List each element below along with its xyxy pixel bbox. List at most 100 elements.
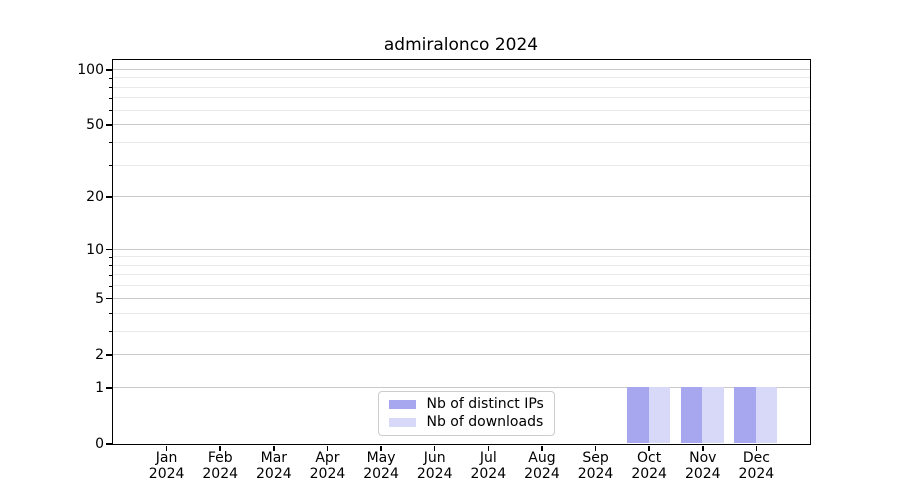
x-tick-mark (433, 445, 436, 451)
y-tick-mark (106, 354, 112, 356)
x-tick-label-year: 2024 (202, 465, 239, 482)
x-tick-label: Apr 2024 (309, 450, 346, 482)
y-minor-tick-mark (108, 142, 112, 144)
y-tick-mark (106, 387, 112, 389)
bar-distinct-ips-nov (680, 387, 703, 444)
x-tick-label: Jun 2024 (416, 450, 453, 482)
x-tick-label: Oct 2024 (631, 450, 667, 482)
y-minor-tick-mark (108, 87, 112, 89)
x-tick-label: Aug 2024 (524, 450, 560, 482)
x-tick-mark (648, 445, 650, 451)
x-tick-label-month: Aug (528, 450, 556, 466)
y-gridline-minor (112, 97, 810, 99)
x-tick-label-month: May (366, 450, 396, 466)
legend: Nb of distinct IPs Nb of downloads (377, 390, 555, 436)
y-minor-tick-mark (108, 165, 112, 167)
x-tick-label-year: 2024 (309, 465, 346, 482)
x-tick-mark (702, 445, 704, 451)
y-gridline-minor (112, 274, 810, 276)
y-minor-tick-mark (108, 97, 112, 99)
x-tick-label: Sep 2024 (577, 450, 614, 482)
y-tick-mark (106, 69, 112, 71)
x-tick-label-year: 2024 (738, 465, 775, 482)
x-tick-label: May 2024 (363, 450, 399, 482)
x-tick-mark (273, 445, 275, 451)
y-gridline-minor (112, 86, 810, 88)
x-tick-mark (541, 445, 543, 451)
y-minor-tick-mark (108, 110, 112, 112)
y-tick-label: 50 (86, 117, 104, 134)
y-tick-label: 100 (77, 61, 104, 78)
y-tick-mark (106, 443, 112, 445)
y-gridline-major (112, 353, 810, 355)
y-minor-tick-mark (108, 313, 112, 314)
x-tick-label-month: Jan (155, 450, 178, 466)
bar-distinct-ips-dec (734, 387, 756, 444)
x-tick-mark (219, 445, 221, 451)
y-gridline-major (112, 124, 810, 126)
x-tick-label: Jan 2024 (148, 450, 185, 482)
bar-downloads-nov (702, 387, 724, 444)
x-tick-label-year: 2024 (256, 465, 292, 482)
x-tick-label: Dec 2024 (738, 450, 775, 482)
legend-item-downloads: Nb of downloads (388, 414, 544, 431)
legend-swatch-distinct-ips (388, 399, 416, 409)
chart-title: admiralonco 2024 (383, 35, 539, 55)
y-minor-tick-mark (108, 274, 112, 276)
x-tick-mark (326, 445, 329, 451)
plot-area: Nb of distinct IPs Nb of downloads (111, 58, 811, 445)
x-tick-label-year: 2024 (684, 465, 721, 482)
y-gridline-minor (112, 312, 810, 314)
y-tick-mark (106, 297, 112, 300)
y-gridline-minor (112, 164, 810, 166)
legend-swatch-downloads (388, 417, 416, 427)
y-tick-label: 20 (86, 189, 104, 206)
x-tick-mark (380, 445, 382, 451)
y-gridline-minor (112, 330, 810, 332)
x-tick-mark (165, 445, 168, 451)
x-tick-label-month: Mar (260, 450, 288, 466)
x-tick-mark (755, 445, 758, 451)
x-tick-label-year: 2024 (577, 465, 614, 482)
y-minor-tick-mark (108, 285, 112, 287)
y-minor-tick-mark (108, 256, 112, 258)
y-gridline-major (112, 248, 810, 250)
x-tick-label-month: Dec (742, 450, 770, 466)
y-tick-label: 0 (95, 436, 104, 452)
x-tick-label: Nov 2024 (684, 450, 721, 482)
x-tick-label-year: 2024 (416, 465, 453, 482)
x-tick-mark (594, 445, 597, 451)
x-tick-label-month: Feb (207, 450, 233, 466)
y-tick-mark (106, 248, 112, 251)
x-tick-mark (487, 445, 490, 451)
x-tick-label-year: 2024 (524, 465, 560, 482)
y-gridline-minor (112, 77, 810, 79)
y-gridline-major (112, 68, 810, 70)
y-minor-tick-mark (108, 77, 112, 79)
x-tick-label-month: Apr (315, 450, 340, 466)
y-gridline-minor (112, 141, 810, 143)
y-tick-mark (106, 196, 112, 198)
x-tick-label-month: Jul (479, 450, 497, 466)
y-gridline-minor (112, 109, 810, 111)
x-tick-label-month: Jun (423, 450, 446, 466)
x-tick-label-month: Sep (582, 450, 609, 466)
y-tick-label: 10 (86, 241, 104, 258)
y-tick-label: 5 (95, 290, 104, 307)
y-minor-tick-mark (108, 265, 112, 267)
x-tick-label-month: Nov (689, 450, 717, 466)
x-tick-label-year: 2024 (631, 465, 667, 482)
x-tick-label-year: 2024 (148, 465, 185, 482)
bar-downloads-oct (648, 387, 671, 444)
y-gridline-minor (112, 285, 810, 287)
x-tick-label-year: 2024 (470, 465, 507, 482)
bar-downloads-dec (755, 387, 778, 444)
x-tick-label: Feb 2024 (202, 450, 239, 482)
legend-label-distinct-ips: Nb of distinct IPs (426, 396, 544, 412)
legend-label-downloads: Nb of downloads (426, 414, 544, 430)
gridlines-layer (112, 60, 810, 444)
y-gridline-major (112, 297, 810, 299)
y-tick-mark (106, 124, 112, 126)
y-gridline-minor (112, 256, 810, 258)
